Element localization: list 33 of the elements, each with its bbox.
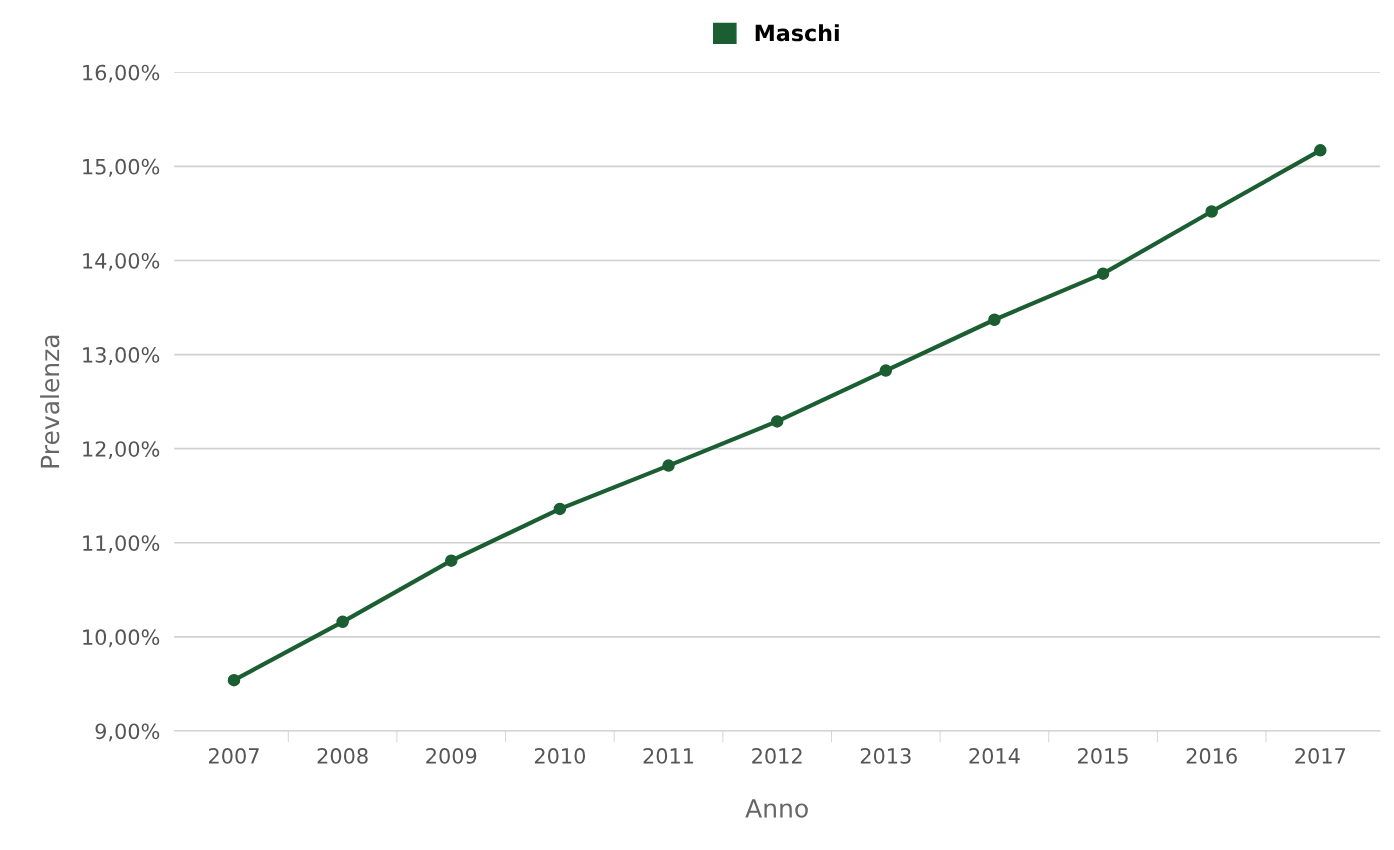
- y-tick-label: 10,00%: [83, 629, 160, 648]
- y-tick-label: 13,00%: [83, 347, 160, 365]
- x-tick-label: 2007: [209, 748, 259, 764]
- x-tick-label: 2017: [1295, 748, 1346, 764]
- y-tick-label: 12,00%: [83, 441, 160, 460]
- x-tick-label: 2016: [1186, 748, 1237, 764]
- x-tick-label: 2011: [643, 748, 694, 764]
- point: [770, 415, 784, 428]
- point: [662, 459, 675, 472]
- point: [1205, 205, 1218, 218]
- x-tick-label: 2014: [969, 748, 1020, 764]
- y-tick-label: 14,00%: [83, 252, 160, 271]
- point: [988, 313, 1001, 327]
- point: [553, 502, 567, 516]
- legend-label: Maschi: [755, 24, 839, 42]
- y-tick-label: 16,00%: [83, 64, 160, 83]
- point: [227, 673, 241, 687]
- x-tick-label: 2008: [317, 748, 368, 764]
- x-tick-label: 2010: [534, 748, 586, 764]
- x-tick-label: 2009: [426, 748, 477, 764]
- point: [1096, 267, 1110, 280]
- y-tick-label: 15,00%: [83, 158, 160, 177]
- x-axis-title: Anno: [745, 799, 808, 818]
- point: [336, 615, 349, 629]
- x-tick-label: 2012: [752, 748, 802, 764]
- x-tick-label: 2015: [1078, 748, 1128, 764]
- point: [879, 364, 893, 377]
- y-axis-title: Prevalenza: [40, 335, 60, 468]
- y-tick-label: 11,00%: [83, 535, 160, 554]
- y-tick-label: 9,00%: [95, 723, 160, 742]
- point: [445, 554, 458, 567]
- point: [1314, 144, 1327, 157]
- x-tick-label: 2013: [860, 748, 911, 764]
